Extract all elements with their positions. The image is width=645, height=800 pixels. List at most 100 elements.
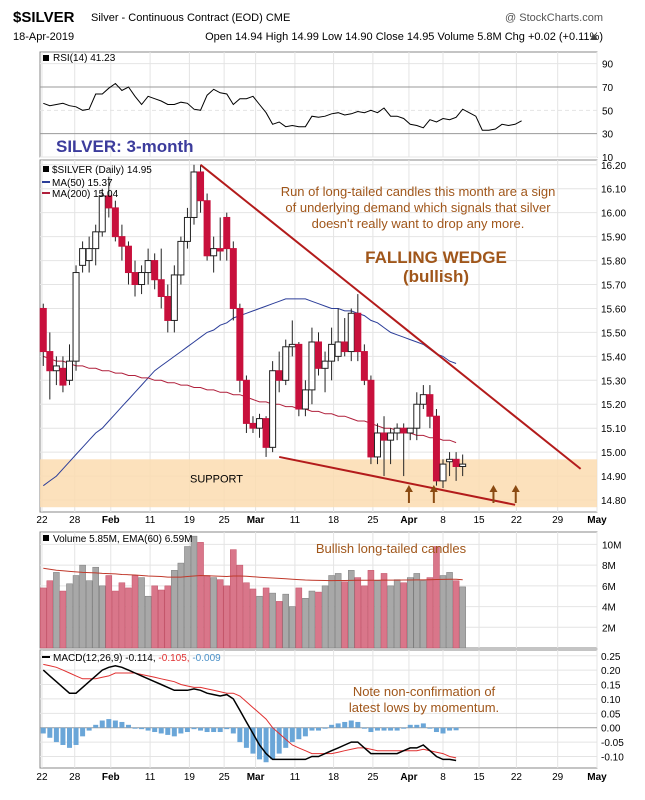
candle-body	[406, 427, 414, 434]
candle-body	[223, 216, 231, 250]
candle-body	[249, 422, 257, 429]
x-tick-label: 22	[36, 772, 48, 783]
candle-body	[52, 365, 60, 372]
x-tick-label: 15	[473, 772, 485, 783]
wedge-trendline	[199, 164, 582, 470]
macd-signal-line	[43, 663, 457, 759]
candle-body	[426, 394, 434, 417]
x-tick-label: 18	[328, 772, 340, 783]
rsi-tick-label: 90	[602, 60, 614, 71]
support-label: SUPPORT	[190, 473, 243, 485]
volume-bar	[354, 577, 362, 649]
volume-tick-label: 4M	[602, 603, 616, 614]
price-tick-label: 15.00	[601, 448, 626, 459]
macd-histogram-bar	[178, 727, 184, 734]
volume-bar	[118, 582, 126, 649]
macd-histogram-bar	[329, 724, 335, 728]
candle-body	[354, 312, 362, 353]
candle-body	[183, 216, 191, 242]
macd-tick-label: 0.15	[601, 681, 621, 692]
annotation-text: of underlying demand which signals that …	[285, 200, 551, 215]
macd-histogram-bar	[447, 727, 453, 731]
watermark-label: @ StockCharts.com	[505, 12, 603, 24]
scroll-arrow-icon[interactable]	[590, 34, 598, 40]
macd-histogram-bar	[198, 727, 204, 731]
macd-histogram-bar	[191, 727, 197, 730]
x-tick-label: 8	[440, 772, 446, 783]
volume-bar	[452, 580, 460, 649]
macd-histogram-bar	[283, 727, 289, 748]
volume-bar	[334, 573, 342, 649]
price-tick-label: 15.60	[601, 304, 626, 315]
candle-body	[118, 236, 126, 247]
volume-bar	[184, 546, 191, 649]
macd-histogram-bar	[394, 727, 400, 731]
volume-bar	[157, 589, 165, 649]
macd-histogram-bar	[93, 724, 99, 728]
macd-histogram-bar	[139, 727, 145, 730]
macd-histogram-bar	[80, 727, 86, 737]
rsi-label: RSI(14) 41.23	[53, 53, 116, 64]
macd-histogram-bar	[53, 727, 59, 743]
macd-histogram-bar	[296, 727, 302, 740]
volume-bar	[99, 585, 106, 649]
price-tick-label: 15.10	[601, 424, 626, 435]
x-tick-label: 22	[511, 515, 523, 526]
x-tick-label: Mar	[247, 515, 265, 526]
price-tick-label: 15.90	[601, 233, 626, 244]
volume-bar	[328, 575, 335, 649]
volume-bar	[459, 586, 466, 649]
support-zone	[40, 459, 597, 508]
x-tick-label: 25	[367, 772, 379, 783]
macd-histogram-bar	[453, 727, 459, 731]
macd-histogram-bar	[342, 721, 348, 728]
price-tick-label: 15.30	[601, 376, 626, 387]
x-tick-label: 11	[145, 515, 156, 526]
candle-body	[256, 418, 264, 429]
ma50-line	[43, 298, 457, 487]
macd-histogram-bar	[289, 727, 295, 743]
volume-bar	[315, 591, 322, 649]
candle-body	[288, 343, 296, 348]
volume-bar	[446, 572, 453, 649]
candle-body	[269, 370, 277, 448]
volume-label: Volume 5.85M, EMA(60) 6.59M	[53, 534, 193, 545]
x-tick-label: 29	[552, 515, 564, 526]
volume-bar	[144, 595, 152, 649]
volume-bar	[289, 606, 296, 649]
candle-body	[360, 351, 368, 381]
macd-histogram-bar	[125, 724, 131, 728]
macd-histogram-bar	[276, 727, 282, 754]
up-arrow-head-icon	[511, 485, 520, 492]
volume-bar	[256, 595, 263, 649]
macd-histogram-bar	[211, 727, 217, 733]
x-tick-label: May	[587, 515, 607, 526]
candle-body	[216, 248, 224, 252]
volume-bar	[433, 546, 440, 649]
volume-bar	[387, 585, 394, 649]
volume-bar	[308, 590, 316, 649]
volume-bar	[151, 585, 158, 649]
volume-bar	[380, 573, 388, 649]
macd-histogram-bar	[433, 727, 439, 733]
x-tick-label: 11	[145, 772, 156, 783]
up-arrow-head-icon	[404, 485, 413, 492]
description-label: Silver - Continuous Contract (EOD) CME	[91, 12, 291, 24]
chart-header: $SILVER Silver - Continuous Contract (EO…	[13, 9, 603, 49]
macd-line	[42, 665, 457, 762]
candle-body	[446, 458, 454, 463]
macd-tick-label: -0.05	[601, 738, 624, 749]
volume-bar	[269, 592, 276, 649]
candle-body	[59, 367, 67, 386]
candle-body	[111, 207, 119, 238]
symbol-label: $SILVER	[13, 9, 75, 26]
x-tick-label: Feb	[102, 515, 120, 526]
volume-bar	[439, 575, 447, 649]
volume-ema-line	[43, 567, 463, 582]
macd-histogram-bar	[414, 724, 420, 728]
macd-histogram-bar	[237, 727, 243, 743]
macd-histogram-bar	[112, 720, 118, 728]
price-tick-label: 14.80	[601, 496, 626, 507]
candle-body	[341, 341, 349, 353]
